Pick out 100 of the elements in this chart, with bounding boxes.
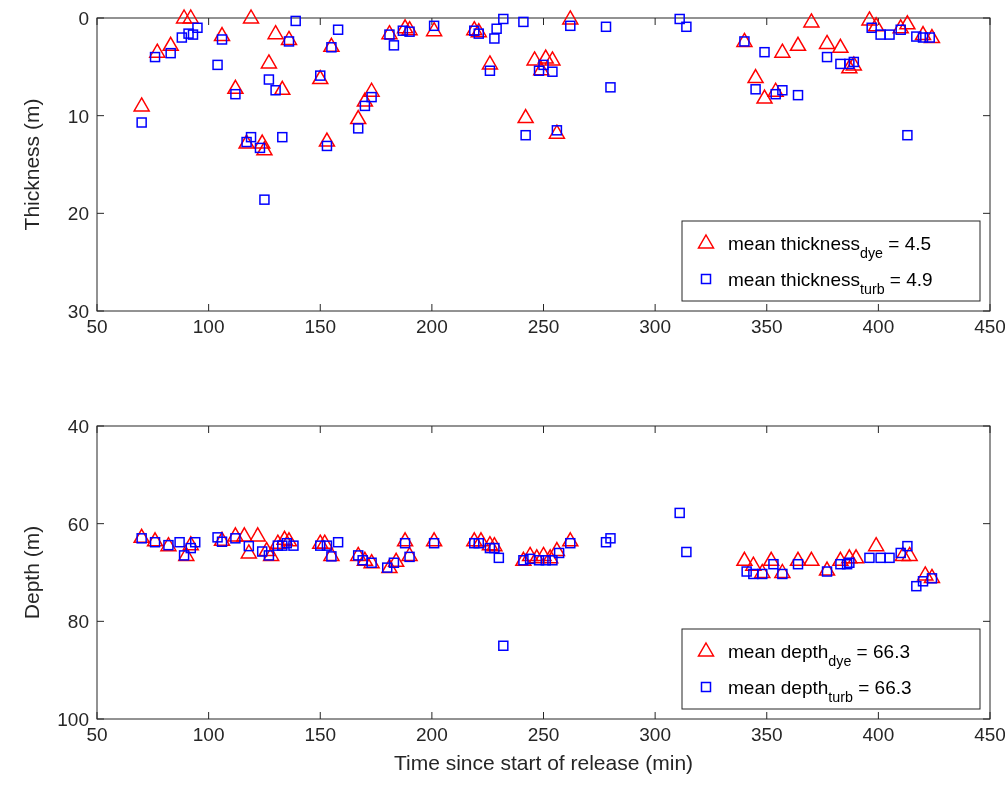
- y-tick-label: 60: [67, 513, 89, 535]
- point: [867, 17, 885, 32]
- legend-label: mean thickness$_{turb}$ = 4.9: [728, 269, 933, 297]
- point: [528, 549, 546, 564]
- y-tick-label: 40: [67, 416, 89, 437]
- point: [486, 536, 503, 552]
- point: [262, 546, 280, 562]
- x-tick-label: 450: [974, 316, 1005, 337]
- point: [481, 55, 499, 70]
- point: [899, 15, 916, 30]
- point: [146, 532, 164, 547]
- point: [178, 546, 195, 562]
- point: [312, 69, 329, 85]
- point: [745, 556, 762, 571]
- point: [818, 34, 836, 50]
- point: [227, 79, 244, 95]
- y-tick-label: 20: [67, 203, 89, 225]
- point: [535, 546, 552, 562]
- point: [280, 30, 298, 46]
- y-tick-label: 10: [67, 105, 89, 127]
- point: [521, 546, 539, 562]
- point: [533, 61, 550, 76]
- x-tick-label: 450: [974, 724, 1005, 745]
- point: [747, 68, 764, 84]
- point: [258, 541, 275, 557]
- point: [213, 26, 231, 42]
- point: [756, 89, 773, 104]
- point: [832, 551, 849, 567]
- point: [847, 549, 865, 564]
- point: [280, 532, 298, 547]
- point: [401, 546, 418, 562]
- x-tick-label: 100: [192, 724, 225, 745]
- point: [526, 51, 543, 66]
- point: [548, 541, 566, 557]
- point: [396, 532, 414, 547]
- point: [861, 11, 878, 26]
- point: [269, 534, 287, 549]
- x-tick-label: 300: [639, 724, 671, 745]
- point: [274, 80, 291, 96]
- x-tick-label: 400: [862, 724, 895, 745]
- point: [774, 563, 791, 579]
- point: [914, 25, 932, 41]
- point: [240, 544, 258, 559]
- point: [175, 9, 193, 24]
- point: [544, 51, 561, 66]
- point: [133, 97, 150, 112]
- point: [917, 566, 934, 581]
- point: [901, 546, 918, 562]
- legend-label: mean depth$_{dye}$ = 66.3: [728, 641, 910, 669]
- point: [401, 20, 418, 36]
- x-tick-label: 150: [304, 724, 337, 745]
- x-tick-label: 100: [192, 316, 225, 337]
- point: [472, 532, 490, 547]
- point: [363, 82, 380, 97]
- point: [316, 534, 333, 549]
- point: [236, 527, 253, 542]
- point: [260, 54, 278, 69]
- point: [789, 551, 807, 567]
- point: [425, 532, 443, 547]
- point: [789, 36, 807, 52]
- point: [356, 92, 374, 107]
- y-tick-label: 30: [67, 301, 89, 322]
- point: [182, 535, 200, 551]
- point: [762, 551, 780, 567]
- point: [249, 527, 266, 542]
- point: [832, 38, 849, 54]
- point: [481, 535, 499, 551]
- y-axis-title: Depth (m): [20, 525, 43, 620]
- point: [253, 134, 271, 149]
- point: [562, 10, 579, 25]
- x-axis-title: Time since start of release (min): [393, 751, 694, 774]
- point: [470, 22, 488, 38]
- point: [162, 36, 179, 52]
- point: [318, 132, 336, 147]
- point: [803, 551, 820, 567]
- point: [425, 21, 443, 37]
- point: [841, 549, 858, 564]
- x-tick-label: 150: [304, 316, 337, 337]
- point: [267, 24, 284, 40]
- y-tick-label: 100: [57, 709, 89, 730]
- point: [466, 532, 483, 547]
- x-tick-label: 50: [86, 316, 108, 337]
- x-tick-label: 300: [639, 316, 671, 337]
- point: [818, 561, 836, 576]
- point: [867, 536, 885, 552]
- x-tick-label: 200: [416, 316, 448, 337]
- legend-label: mean thickness$_{dye}$ = 4.5: [728, 233, 932, 261]
- point: [387, 552, 405, 568]
- point: [736, 551, 753, 567]
- y-tick-label: 0: [78, 8, 89, 29]
- legend-label: mean depth$_{turb}$ = 66.3: [728, 677, 912, 705]
- point: [256, 141, 273, 156]
- point: [517, 108, 534, 124]
- point: [312, 534, 329, 549]
- point: [276, 530, 293, 546]
- point: [242, 9, 260, 24]
- y-axis-title: Thickness (m): [20, 98, 43, 231]
- x-tick-label: 250: [527, 724, 560, 745]
- point: [774, 43, 791, 58]
- x-tick-label: 400: [862, 316, 895, 337]
